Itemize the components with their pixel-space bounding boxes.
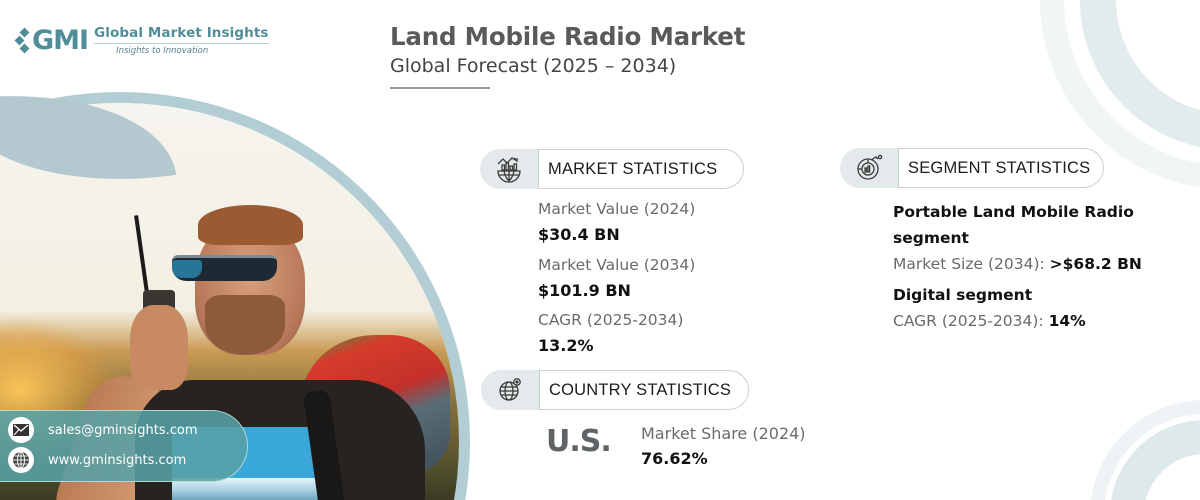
logo-diamonds-icon [14,27,30,54]
page-subtitle: Global Forecast (2025 – 2034) [390,55,677,77]
market-value-2034-value: $101.9 BN [538,281,631,300]
title-divider [390,87,490,89]
market-value-2024-value: $30.4 BN [538,225,620,244]
segment-statistics-header: SEGMENT STATISTICS [840,148,1104,188]
segment-portable-metric-value: >$68.2 BN [1049,255,1142,273]
cagr-label: CAGR (2025-2034) [538,311,684,329]
country-statistics-header: COUNTRY STATISTICS [481,370,749,410]
country-name: U.S. [546,424,612,459]
segment-digital-title: Digital segment [893,286,1033,304]
segment-portable-metric-label: Market Size (2034): [893,255,1050,273]
page-title: Land Mobile Radio Market [390,22,746,51]
photo-shirt-print-band [172,478,322,500]
cagr-value: 13.2% [538,336,594,355]
country-metric-value: 76.62% [641,449,708,468]
photo-beard [205,295,285,355]
pie-chart-target-icon [840,148,898,188]
contact-website[interactable]: www.gminsights.com [48,452,187,468]
segment-portable-metric: Market Size (2034): >$68.2 BN [893,255,1142,273]
photo-hand [130,305,188,390]
contact-panel: sales@gminsights.com www.gminsights.com [0,410,248,482]
title-block: Land Mobile Radio Market Global Forecast… [390,22,745,89]
segment-digital-metric-label: CAGR (2025-2034): [893,312,1049,330]
logo-gmi-text: GMI [32,25,89,56]
logo-mark: GMI [14,25,89,56]
globe-icon [8,447,34,473]
contact-web-row[interactable]: www.gminsights.com [8,447,186,473]
market-statistics-heading: MARKET STATISTICS [538,149,744,189]
contact-email[interactable]: sales@gminsights.com [48,422,198,438]
market-value-2024-label: Market Value (2024) [538,200,696,218]
segment-digital-metric: CAGR (2025-2034): 14% [893,312,1086,330]
segment-portable-title-line2: segment [893,229,969,247]
photo-hair [198,205,303,245]
globe-pin-icon [481,370,539,410]
radio-antenna [134,215,150,300]
segment-digital-metric-value: 14% [1048,312,1086,330]
photo-sunglasses [172,255,277,281]
market-statistics-header: MARKET STATISTICS [480,149,744,189]
segment-statistics-heading: SEGMENT STATISTICS [898,148,1104,188]
contact-email-row[interactable]: sales@gminsights.com [8,417,198,443]
chart-globe-icon [480,149,538,189]
market-value-2034-label: Market Value (2034) [538,256,696,274]
envelope-icon [8,417,34,443]
brand-tagline: Insights to Innovation [116,46,209,56]
country-metric-label: Market Share (2024) [641,424,806,443]
brand-logo: GMI Global Market Insights Insights to I… [14,25,269,56]
brand-name: Global Market Insights [94,25,269,44]
country-statistics-heading: COUNTRY STATISTICS [539,370,749,410]
segment-portable-title-line1: Portable Land Mobile Radio [893,203,1134,221]
